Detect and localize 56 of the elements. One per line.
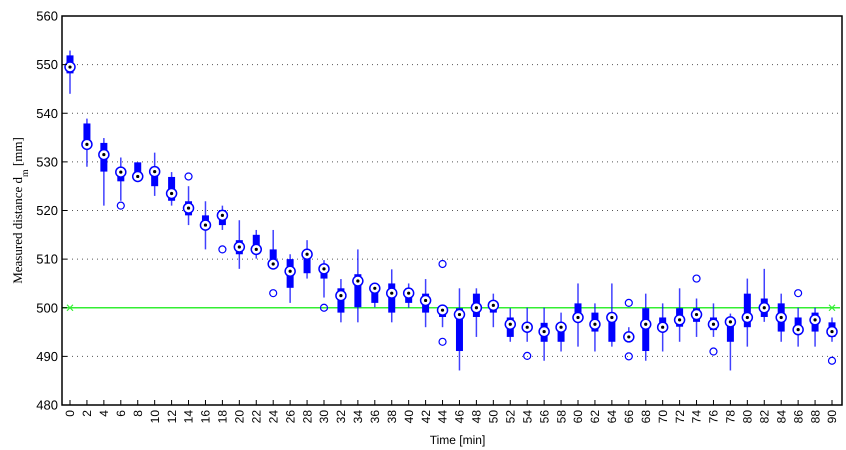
- x-tick-label: 34: [351, 410, 366, 424]
- x-tick-label: 38: [384, 410, 399, 424]
- x-tick-label: 60: [571, 410, 586, 424]
- x-tick-label: 88: [808, 410, 822, 424]
- x-tick-label: 48: [470, 410, 484, 424]
- x-tick-label: 82: [757, 410, 772, 424]
- x-tick-label: 0: [63, 410, 78, 417]
- x-tick-label: 18: [216, 410, 230, 424]
- y-tick-label: 480: [36, 398, 58, 413]
- x-tick-label: 44: [436, 410, 450, 424]
- x-tick-label: 68: [638, 410, 653, 424]
- x-tick-label: 2: [80, 410, 94, 417]
- x-tick-label: 42: [418, 410, 433, 424]
- x-tick-label: 28: [300, 410, 314, 424]
- x-tick-label: 20: [232, 410, 247, 424]
- x-tick-label: 72: [672, 410, 687, 424]
- y-tick-label: 510: [36, 252, 58, 267]
- x-tick-label: 70: [656, 410, 670, 424]
- x-tick-label: 90: [825, 410, 840, 424]
- x-tick-label: 58: [554, 410, 568, 424]
- x-axis-title: Time [min]: [430, 433, 486, 447]
- x-tick-label: 64: [605, 410, 620, 424]
- y-tick-label: 540: [36, 106, 58, 121]
- x-tick-label: 62: [588, 410, 602, 424]
- x-tick-label: 12: [164, 410, 179, 424]
- x-tick-label: 54: [520, 410, 534, 424]
- x-tick-label: 86: [791, 410, 806, 424]
- x-tick-label: 52: [503, 410, 518, 424]
- x-tick-label: 6: [114, 410, 128, 417]
- x-tick-label: 22: [249, 410, 264, 424]
- x-tick-label: 78: [724, 410, 738, 424]
- y-tick-label: 490: [36, 348, 58, 364]
- x-tick-label: 10: [148, 410, 162, 424]
- x-tick-label: 40: [402, 410, 416, 424]
- x-tick-label: 16: [198, 410, 213, 424]
- x-tick-label: 56: [537, 410, 552, 424]
- x-tick-label: 26: [283, 410, 298, 424]
- x-tick-label: 36: [368, 410, 382, 424]
- x-tick-label: 4: [97, 410, 112, 417]
- y-tick-label: 550: [36, 57, 58, 72]
- x-tick-label: 46: [452, 410, 467, 424]
- x-tick-label: 66: [622, 410, 636, 424]
- y-tick-label: 500: [36, 300, 58, 316]
- x-tick-label: 32: [334, 410, 348, 424]
- x-tick-label: 76: [706, 410, 721, 424]
- x-tick-label: 14: [182, 410, 196, 424]
- x-tick-label: 24: [266, 410, 280, 424]
- x-tick-label: 50: [486, 410, 501, 424]
- y-tick-label: 560: [36, 8, 58, 24]
- x-tick-label: 8: [130, 410, 145, 417]
- x-tick-label: 84: [774, 410, 788, 424]
- x-tick-label: 30: [317, 410, 332, 424]
- x-tick-label: 80: [740, 410, 755, 424]
- y-tick-label: 520: [36, 203, 58, 218]
- x-tick-label: 74: [690, 410, 704, 424]
- y-tick-label: 530: [36, 154, 58, 170]
